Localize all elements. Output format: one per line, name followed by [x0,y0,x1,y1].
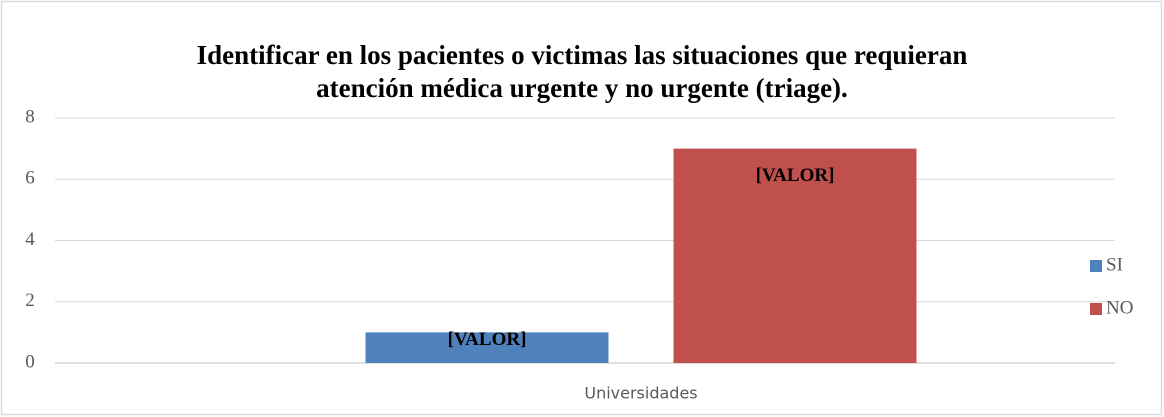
data-label: [VALOR] [756,165,835,186]
legend-label: NO [1106,297,1133,318]
y-tick-label: 2 [25,290,35,311]
chart-title: atención médica urgente y no urgente (tr… [316,73,848,103]
bar [673,148,917,363]
y-tick-label: 4 [25,229,35,250]
y-tick-label: 8 [25,106,35,127]
legend-swatch [1090,260,1102,272]
x-tick-label: Universidades [584,384,697,403]
data-label: [VALOR] [448,329,527,350]
bar [365,332,609,363]
chart-title: Identificar en los pacientes o victimas … [197,40,968,70]
legend-label: SI [1106,254,1123,275]
legend-swatch [1090,303,1102,315]
y-tick-label: 6 [25,168,35,189]
y-tick-label: 0 [25,351,35,372]
